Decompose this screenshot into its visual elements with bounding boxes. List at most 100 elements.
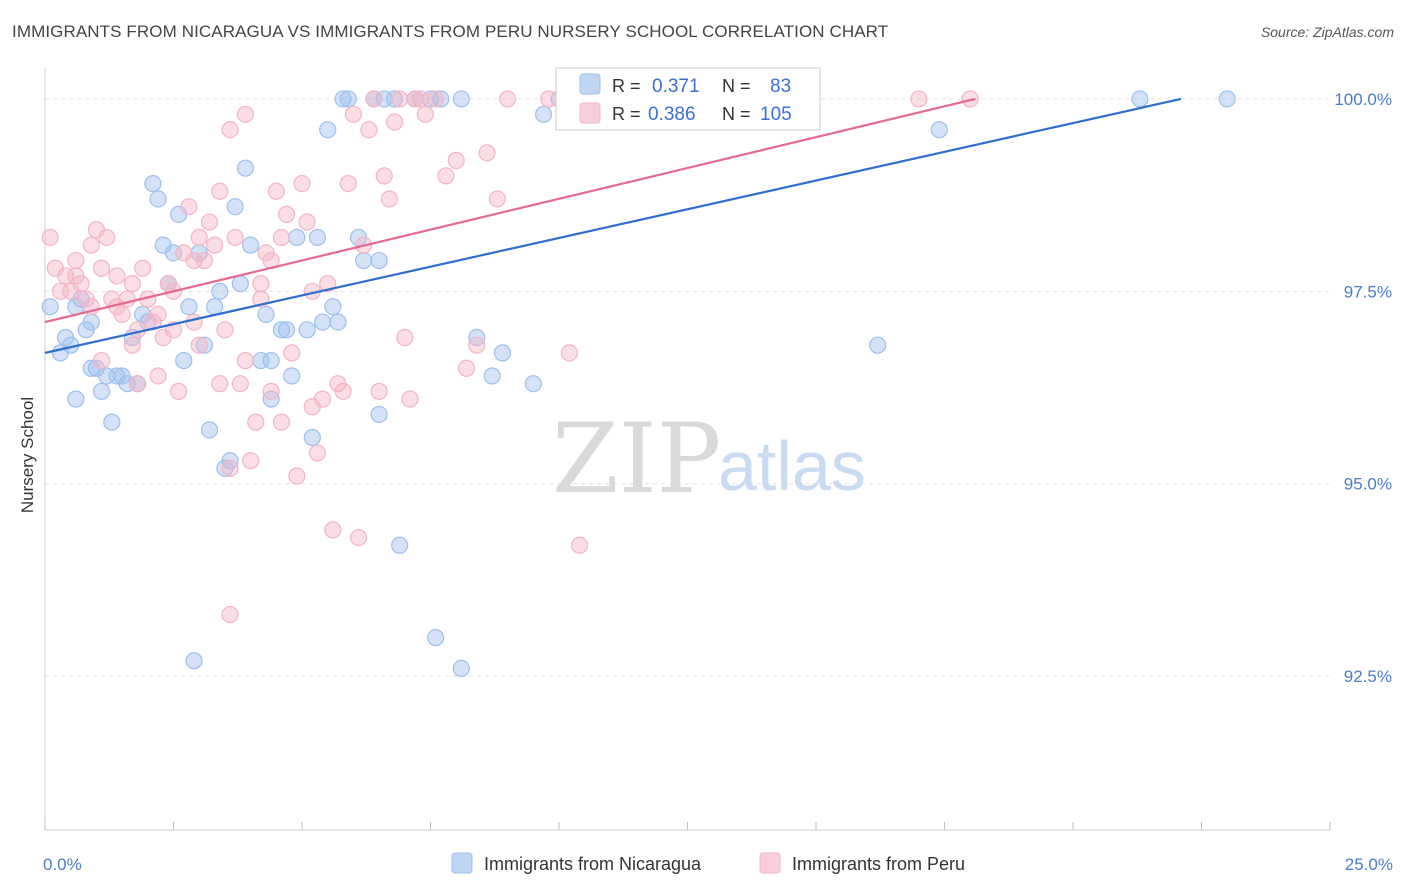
point-nicaragua-54 [324, 298, 342, 316]
x-tick-label-0: 0.0% [43, 855, 82, 874]
point-peru-62 [360, 121, 378, 139]
legend-swatch-peru [579, 102, 601, 124]
point-peru-97 [149, 367, 167, 385]
point-nicaragua-47 [283, 367, 301, 385]
point-peru-33 [211, 375, 229, 393]
point-peru-80 [488, 190, 506, 208]
point-peru-44 [267, 182, 285, 200]
x-tick-label-1: 25.0% [1345, 855, 1393, 874]
point-nicaragua-22 [149, 190, 167, 208]
legend-n-value-peru: 105 [760, 104, 792, 125]
y-tick-label-0: 100.0% [1334, 90, 1392, 109]
axes [44, 68, 1331, 831]
point-peru-31 [200, 213, 219, 231]
legend-n-label-nicaragua: N = [722, 76, 751, 96]
y-tick-label-2: 95.0% [1344, 475, 1392, 494]
point-nicaragua-62 [370, 251, 388, 270]
point-peru-21 [149, 305, 167, 324]
point-peru-85 [67, 267, 85, 285]
point-peru-58 [339, 174, 357, 193]
point-peru-35 [221, 121, 239, 139]
point-nicaragua-76 [534, 105, 553, 123]
legend-swatch-nicaragua [579, 73, 601, 95]
point-peru-54 [319, 275, 337, 293]
point-nicaragua-42 [257, 305, 275, 324]
point-peru-59 [344, 105, 362, 123]
point-nicaragua-56 [334, 90, 352, 108]
point-peru-95 [303, 398, 321, 416]
point-peru-41 [252, 275, 270, 293]
point-peru-50 [298, 213, 316, 231]
point-nicaragua-31 [195, 336, 213, 354]
point-peru-18 [134, 259, 152, 277]
point-nicaragua-73 [483, 367, 501, 385]
watermark-atlas: atlas [718, 427, 866, 505]
point-peru-93 [236, 351, 255, 370]
y-tick-label-1: 97.5% [1344, 282, 1392, 301]
trend-lines [44, 97, 1182, 354]
point-nicaragua-48 [288, 228, 306, 247]
point-nicaragua-50 [303, 428, 321, 447]
point-peru-83 [560, 344, 578, 362]
point-peru-5 [67, 251, 85, 270]
point-peru-29 [190, 228, 208, 247]
point-peru-39 [242, 452, 260, 470]
point-nicaragua-55 [329, 313, 347, 331]
point-nicaragua-37 [226, 198, 244, 216]
point-peru-82 [540, 90, 558, 108]
point-peru-103 [910, 90, 928, 108]
point-nicaragua-70 [452, 90, 470, 108]
point-nicaragua-49 [298, 321, 316, 339]
point-peru-88 [221, 459, 239, 477]
point-peru-48 [288, 467, 306, 485]
point-peru-65 [375, 167, 393, 185]
point-peru-10 [92, 259, 111, 277]
point-peru-13 [108, 267, 126, 285]
point-nicaragua-68 [427, 629, 445, 647]
point-nicaragua-59 [355, 251, 373, 270]
point-peru-72 [411, 90, 429, 108]
point-peru-84 [570, 536, 589, 554]
point-peru-32 [206, 236, 224, 254]
point-nicaragua-0 [41, 298, 59, 316]
point-peru-34 [216, 321, 234, 339]
point-peru-70 [401, 390, 419, 408]
chart-source: Source: ZipAtlas.com [1260, 24, 1394, 40]
point-nicaragua-27 [175, 351, 193, 370]
bottom-legend-label-nicaragua: Immigrants from Nicaragua [484, 854, 702, 874]
point-peru-45 [272, 228, 291, 247]
point-peru-63 [365, 90, 383, 108]
point-peru-75 [437, 167, 455, 185]
point-nicaragua-80 [869, 336, 887, 354]
point-peru-92 [190, 336, 208, 354]
point-nicaragua-81 [930, 121, 948, 139]
x-tick-labels: 0.0% 25.0% [43, 855, 1393, 874]
point-peru-67 [385, 113, 404, 131]
point-peru-98 [211, 182, 229, 200]
trend-line-nicaragua [44, 97, 1182, 354]
y-tick-label-3: 92.5% [1344, 667, 1392, 686]
bottom-legend-label-peru: Immigrants from Peru [792, 854, 965, 874]
point-peru-66 [380, 190, 398, 208]
point-nicaragua-74 [493, 344, 512, 362]
point-peru-79 [478, 144, 496, 162]
y-tick-labels: 100.0% 97.5% 95.0% 92.5% [1334, 90, 1392, 686]
point-peru-57 [334, 382, 352, 400]
point-peru-64 [370, 382, 388, 400]
point-peru-52 [308, 444, 327, 462]
point-peru-49 [293, 174, 311, 193]
point-peru-102 [221, 605, 239, 624]
point-peru-0 [41, 228, 59, 247]
bottom-legend-swatch-nicaragua [451, 852, 473, 874]
legend-r-value-peru: 0.386 [648, 104, 696, 125]
point-peru-40 [247, 413, 265, 431]
point-nicaragua-52 [313, 313, 332, 331]
point-peru-16 [123, 336, 141, 354]
point-peru-77 [457, 359, 476, 377]
point-nicaragua-33 [206, 298, 224, 316]
point-peru-81 [499, 90, 517, 108]
point-peru-60 [349, 528, 368, 547]
point-nicaragua-29 [185, 652, 203, 670]
trend-line-peru [44, 97, 976, 324]
point-nicaragua-13 [103, 413, 121, 431]
